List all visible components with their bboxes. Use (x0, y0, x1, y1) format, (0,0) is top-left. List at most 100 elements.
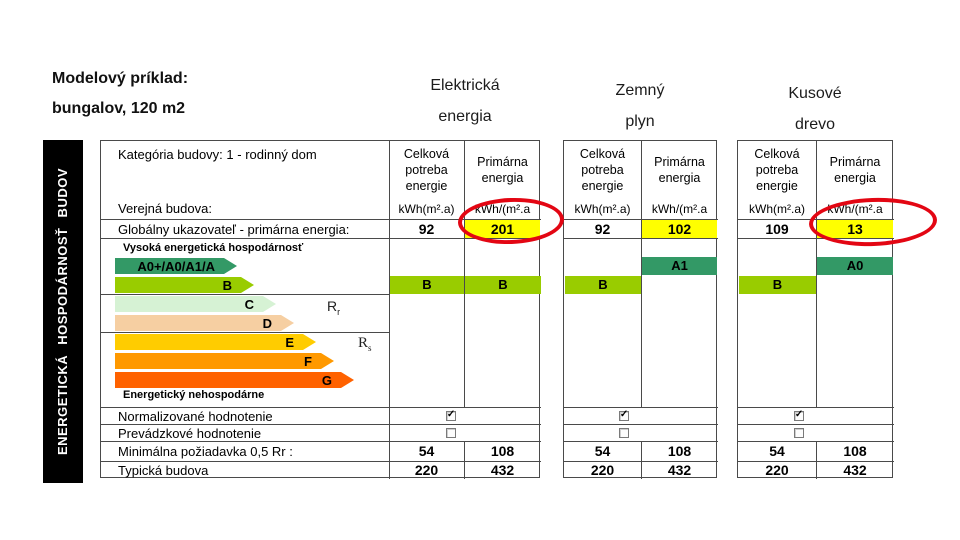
minimum-label: Minimálna požiadavka 0,5 Rr : (118, 444, 293, 459)
col-header-total: Celková potreba energie (738, 146, 816, 194)
col-total-line3: energie (405, 179, 448, 193)
class-arrow-b: B (115, 277, 254, 293)
scenario-header-gas: Zemný plyn (563, 75, 717, 137)
operational-checkbox[interactable] (619, 428, 629, 438)
minimum-primary-value: 108 (490, 443, 515, 459)
class-arrow-d: D (115, 315, 294, 331)
public-building-label: Verejná budova: (118, 201, 212, 216)
unit-primary: kWh/(m².a (474, 202, 531, 216)
minimum-primary-value: 108 (843, 443, 867, 459)
normalized-checkbox[interactable]: ✓ (794, 410, 804, 421)
col-primary-line2: energia (658, 171, 701, 185)
divider (738, 238, 894, 239)
operational-checkbox[interactable] (446, 428, 456, 438)
class-arrow-c-label: C (244, 297, 254, 312)
scale-bottom-label: Energetický nehospodárne (123, 389, 265, 401)
col-header-primary: Primárna energia (464, 154, 541, 186)
divider (738, 441, 894, 442)
unit-total: kWh(m².a) (398, 202, 455, 216)
scenario-gas-line1: Zemný (615, 82, 665, 99)
typical-primary-value: 432 (667, 462, 692, 478)
divider (101, 424, 541, 425)
normalized-checkbox[interactable]: ✓ (619, 409, 629, 421)
divider (564, 441, 718, 442)
band-primary-class: A0 (817, 257, 893, 275)
rr-label: Rr (327, 298, 340, 317)
operational-label: Prevádzkové hodnotenie (118, 426, 262, 441)
vertical-banner: ENERGETICKÁ HOSPODÁRNOSŤ BUDOV (43, 140, 83, 483)
col-total-line3: energie (756, 179, 798, 193)
title-line-1: Modelový príklad: (52, 70, 189, 87)
unit-total: kWh(m².a) (749, 202, 805, 216)
scenario-gas-line2: plyn (625, 113, 655, 130)
divider (101, 219, 541, 220)
rr-sub: r (337, 306, 341, 317)
rs-sub: s (368, 343, 372, 353)
band-primary-class: B (465, 276, 541, 294)
divider (389, 141, 390, 479)
divider (816, 141, 817, 407)
normalized-checkbox[interactable]: ✓ (446, 409, 456, 421)
class-arrow-a: A0+/A0/A1/A (115, 258, 237, 274)
divider (101, 461, 541, 462)
category-label: Kategória budovy: 1 - rodinný dom (118, 147, 317, 162)
panel-electricity: Kategória budovy: 1 - rodinný dom Verejn… (100, 140, 541, 479)
col-total-line1: Celková (403, 147, 450, 161)
checkmark-icon: ✓ (619, 409, 629, 420)
class-arrow-f-label: F (304, 354, 312, 369)
class-arrow-f: F (115, 353, 334, 369)
col-primary-line2: energia (834, 171, 876, 185)
divider (564, 424, 718, 425)
class-arrow-g: G (115, 372, 354, 388)
class-arrow-d-label: D (262, 316, 272, 331)
rs-base: R (358, 335, 369, 351)
rs-label: Rs (358, 335, 372, 353)
normalized-label: Normalizované hodnotenie (118, 409, 273, 424)
divider (101, 332, 389, 333)
divider (816, 441, 817, 479)
class-arrow-c: C (115, 296, 276, 312)
typical-label: Typická budova (118, 463, 209, 478)
vertical-banner-label: ENERGETICKÁ HOSPODÁRNOSŤ BUDOV (55, 167, 71, 456)
minimum-total-value: 54 (769, 443, 785, 459)
divider (464, 141, 465, 407)
scale-top-label: Vysoká energetická hospodárnosť (123, 242, 304, 254)
col-total-line2: potreba (755, 163, 799, 177)
divider (101, 294, 389, 295)
col-total-line1: Celková (754, 147, 800, 161)
operational-checkbox[interactable] (794, 428, 804, 438)
typical-total-value: 220 (765, 462, 789, 478)
checkmark-icon: ✓ (446, 409, 456, 420)
minimum-primary-value: 108 (667, 443, 692, 459)
global-primary-value: 13 (817, 220, 893, 238)
global-primary-value: 201 (465, 220, 540, 238)
scenario-header-wood: Kusové drevo (737, 78, 893, 140)
rr-base: R (327, 298, 338, 314)
col-primary-line1: Primárna (654, 155, 705, 169)
typical-primary-value: 432 (490, 462, 515, 478)
band-total-class: B (390, 276, 464, 294)
divider (738, 461, 894, 462)
divider (564, 407, 718, 408)
minimum-total-value: 54 (594, 443, 611, 459)
page-title: Modelový príklad: bungalov, 120 m2 (52, 70, 188, 118)
class-arrow-e-label: E (285, 335, 294, 350)
scenario-electricity-line1: Elektrická (430, 77, 500, 94)
panel-gas: Celková potreba energie Primárna energia… (563, 140, 718, 479)
title-line-2: bungalov, 120 m2 (52, 100, 186, 117)
unit-total: kWh(m².a) (574, 202, 631, 216)
band-primary-class: A1 (642, 257, 717, 275)
divider (564, 238, 718, 239)
divider (101, 441, 541, 442)
global-indicator-label: Globálny ukazovateľ - primárna energia: (118, 222, 350, 237)
divider (101, 238, 541, 239)
col-header-total: Celková potreba energie (389, 146, 464, 194)
panel-wood: Celková potreba energie Primárna energia… (737, 140, 894, 479)
typical-primary-value: 432 (843, 462, 867, 478)
typical-total-value: 220 (414, 462, 439, 478)
unit-primary: kWh/(m².a (651, 202, 708, 216)
band-total-class: B (739, 276, 816, 294)
band-total-class: B (565, 276, 641, 294)
scenario-header-electricity: Elektrická energia (390, 70, 540, 132)
